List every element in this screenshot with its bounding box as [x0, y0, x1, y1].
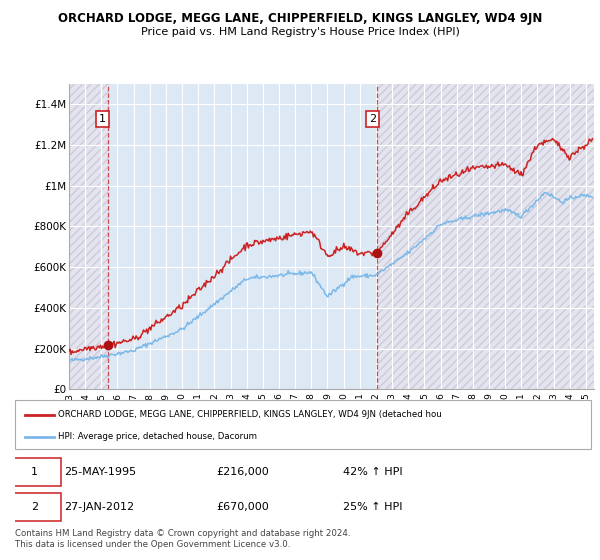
Bar — [107, 84, 377, 389]
Text: Contains HM Land Registry data © Crown copyright and database right 2024.
This d: Contains HM Land Registry data © Crown c… — [15, 529, 350, 549]
Text: Price paid vs. HM Land Registry's House Price Index (HPI): Price paid vs. HM Land Registry's House … — [140, 27, 460, 37]
Text: 42% ↑ HPI: 42% ↑ HPI — [343, 467, 403, 477]
Text: 25-MAY-1995: 25-MAY-1995 — [64, 467, 136, 477]
Bar — [69, 84, 107, 389]
Text: ORCHARD LODGE, MEGG LANE, CHIPPERFIELD, KINGS LANGLEY, WD4 9JN (detached hou: ORCHARD LODGE, MEGG LANE, CHIPPERFIELD, … — [58, 410, 442, 419]
Text: £216,000: £216,000 — [217, 467, 269, 477]
FancyBboxPatch shape — [8, 458, 61, 486]
Text: 1: 1 — [99, 114, 106, 124]
Text: 25% ↑ HPI: 25% ↑ HPI — [343, 502, 403, 512]
Text: 2: 2 — [31, 502, 38, 512]
Bar — [69, 84, 107, 389]
Text: 2: 2 — [368, 114, 376, 124]
Bar — [377, 84, 594, 389]
Text: 1: 1 — [31, 467, 38, 477]
FancyBboxPatch shape — [8, 493, 61, 521]
Text: ORCHARD LODGE, MEGG LANE, CHIPPERFIELD, KINGS LANGLEY, WD4 9JN: ORCHARD LODGE, MEGG LANE, CHIPPERFIELD, … — [58, 12, 542, 25]
Text: 27-JAN-2012: 27-JAN-2012 — [64, 502, 134, 512]
FancyBboxPatch shape — [15, 400, 591, 449]
Text: £670,000: £670,000 — [217, 502, 269, 512]
Text: HPI: Average price, detached house, Dacorum: HPI: Average price, detached house, Daco… — [58, 432, 257, 441]
Bar — [377, 84, 594, 389]
